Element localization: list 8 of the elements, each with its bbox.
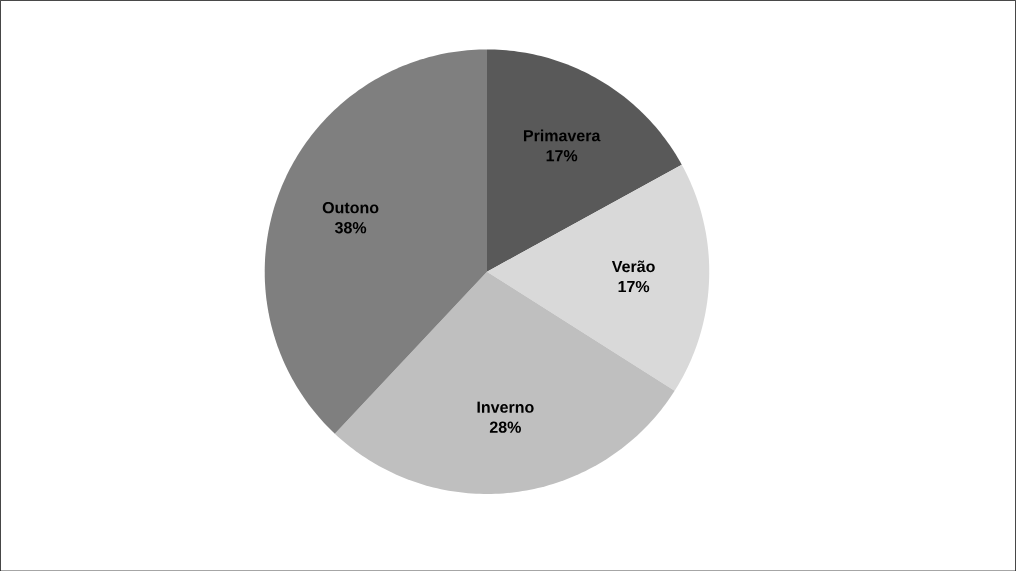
data-label: 17%: [546, 149, 578, 162]
data-label: 28%: [489, 421, 521, 433]
slice-label: Verão: [611, 260, 655, 272]
slice-label: Primavera: [523, 129, 601, 142]
slice-label: Inverno: [477, 401, 534, 413]
slice-label: Outono: [322, 201, 379, 214]
data-label: 17%: [618, 280, 650, 292]
data-label: 38%: [334, 221, 367, 234]
